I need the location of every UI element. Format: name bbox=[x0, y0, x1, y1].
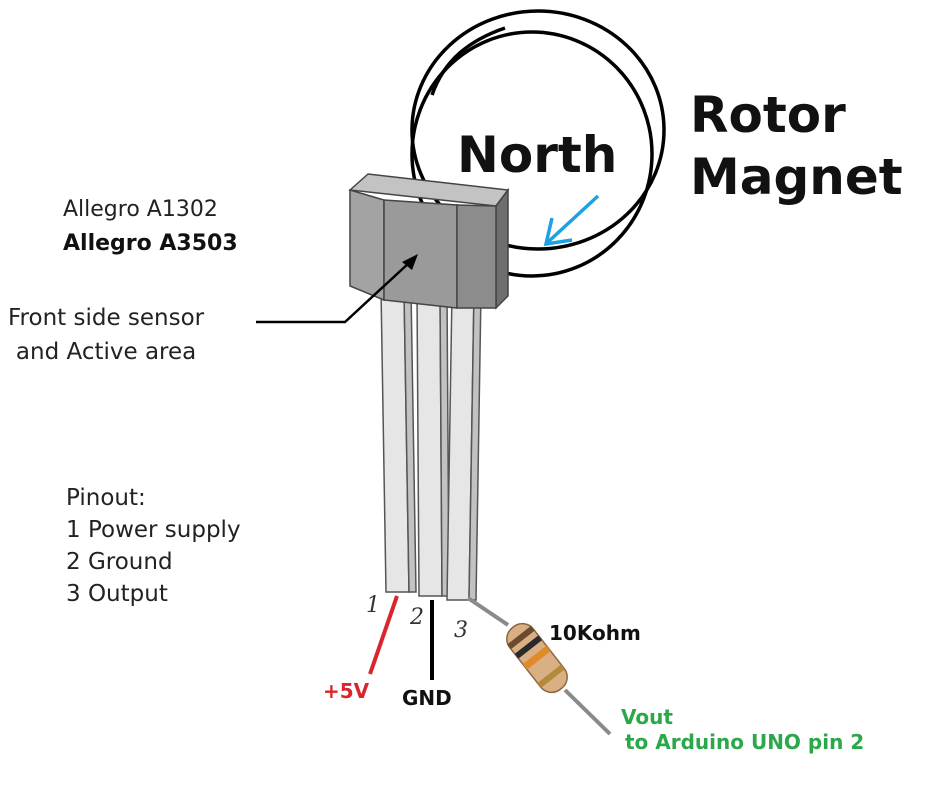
part-number-a3503: Allegro A3503 bbox=[63, 231, 238, 256]
pinout-legend: Pinout: 1 Power supply 2 Ground 3 Output bbox=[66, 482, 241, 610]
vout-label-line1: Vout bbox=[621, 705, 673, 729]
pin-number-2: 2 bbox=[410, 605, 424, 630]
rotor-magnet-label-line2: Magnet bbox=[690, 148, 903, 206]
sensor-annotation-line2: and Active area bbox=[15, 339, 197, 365]
magnetic-field-arrowhead bbox=[543, 217, 573, 247]
rotor-magnet-circle-tail bbox=[430, 26, 506, 96]
rotor-magnet-circle-outer bbox=[410, 9, 666, 251]
ground-label: GND bbox=[402, 686, 452, 710]
pinout-title: Pinout: bbox=[66, 485, 146, 511]
active-area-pointer bbox=[256, 261, 411, 324]
pinout-item-1: 1 Power supply bbox=[66, 517, 241, 543]
active-area-pointer-head bbox=[402, 254, 418, 270]
sensor-annotation-line1: Front side sensor bbox=[8, 305, 205, 331]
resistor bbox=[466, 596, 612, 736]
pinout-item-2: 2 Ground bbox=[66, 549, 173, 575]
part-number-a1302: Allegro A1302 bbox=[63, 197, 218, 222]
rotor-magnet-circle-inner bbox=[410, 30, 654, 278]
supply-wire bbox=[368, 595, 399, 675]
resistor-label: 10Kohm bbox=[549, 621, 641, 645]
north-pole-label: North bbox=[457, 126, 618, 184]
vout-label-line2: to Arduino UNO pin 2 bbox=[625, 730, 865, 754]
pin-number-1: 1 bbox=[366, 593, 380, 618]
rotor-magnet-label-line1: Rotor bbox=[690, 86, 846, 144]
sensor-annotation: Front side sensor and Active area bbox=[8, 301, 204, 369]
pin-number-3: 3 bbox=[454, 618, 468, 643]
vout-label: Vout to Arduino UNO pin 2 bbox=[621, 705, 864, 755]
magnetic-field-arrow bbox=[546, 194, 600, 244]
supply-label: +5V bbox=[323, 679, 370, 703]
pinout-item-3: 3 Output bbox=[66, 581, 168, 607]
sensor-body bbox=[348, 173, 510, 310]
rotor-magnet-label: Rotor Magnet bbox=[690, 84, 903, 208]
sensor-legs bbox=[380, 289, 482, 601]
